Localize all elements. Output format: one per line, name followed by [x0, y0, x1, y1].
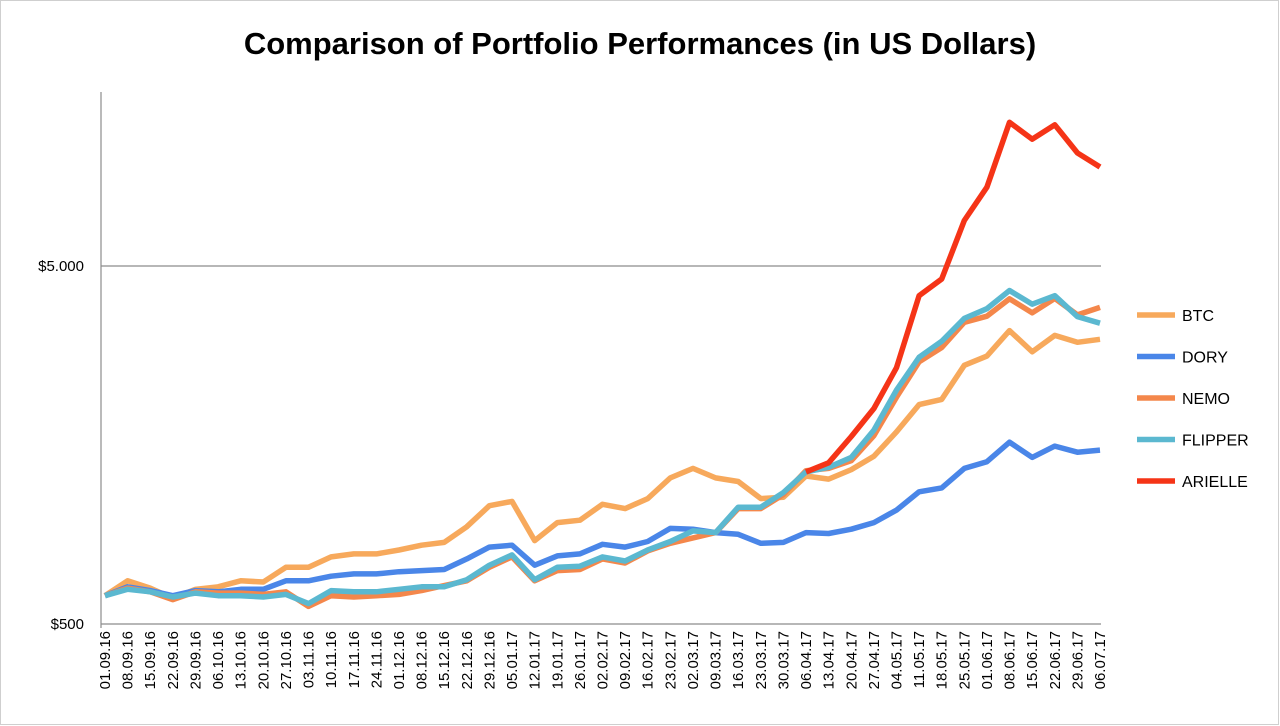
x-tick-label: 19.01.17 [549, 631, 566, 689]
x-tick-label: 22.06.17 [1047, 631, 1064, 689]
x-tick-label: 20.10.16 [255, 631, 272, 689]
x-tick-label: 01.12.16 [391, 631, 408, 689]
legend-label-nemo: NEMO [1182, 391, 1230, 408]
x-tick-label: 30.03.17 [775, 631, 792, 689]
y-tick-label: $5.000 [38, 258, 84, 275]
x-tick-label: 06.10.16 [210, 631, 227, 689]
x-tick-label: 27.10.16 [278, 631, 295, 689]
series-line-flipper [104, 287, 1101, 607]
x-tick-label: 26.01.17 [572, 631, 589, 689]
series-line-nemo [104, 295, 1101, 610]
legend-label-dory: DORY [1182, 350, 1228, 367]
x-tick-label: 08.06.17 [1002, 631, 1019, 689]
x-tick-label: 27.04.17 [866, 631, 883, 689]
x-tick-label: 09.02.17 [617, 631, 634, 689]
x-tick-label: 06.07.17 [1092, 631, 1109, 689]
x-tick-label: 13.04.17 [821, 631, 838, 689]
x-tick-label: 01.09.16 [97, 631, 114, 689]
x-tick-label: 04.05.17 [888, 631, 905, 689]
x-tick-label: 09.03.17 [708, 631, 725, 689]
x-tick-label: 15.12.16 [436, 631, 453, 689]
x-tick-label: 03.11.16 [301, 631, 318, 688]
x-tick-label: 08.09.16 [120, 631, 137, 689]
legend-label-btc: BTC [1182, 308, 1214, 325]
x-tick-label: 16.03.17 [730, 631, 747, 689]
x-tick-label: 29.09.16 [187, 631, 204, 689]
chart-title: Comparison of Portfolio Performances (in… [243, 26, 1037, 61]
x-tick-label: 02.02.17 [595, 631, 612, 689]
x-tick-label: 11.05.17 [911, 631, 928, 688]
x-tick-label: 05.01.17 [504, 631, 521, 689]
x-tick-label: 25.05.17 [956, 631, 973, 689]
x-tick-label: 15.09.16 [142, 631, 159, 689]
y-tick-labels: $5.000 $500 [38, 258, 84, 633]
x-tick-label: 22.09.16 [165, 631, 182, 689]
legend-label-arielle: ARIELLE [1182, 474, 1248, 491]
x-tick-label: 18.05.17 [934, 631, 951, 689]
x-tick-label: 06.04.17 [798, 631, 815, 689]
series-line-btc [103, 327, 1101, 602]
x-tick-label: 20.04.17 [843, 631, 860, 689]
x-tick-label: 01.06.17 [979, 631, 996, 689]
x-tick-label: 23.03.17 [753, 631, 770, 689]
x-tick-label: 16.02.17 [640, 631, 657, 689]
gridlines [101, 265, 1101, 625]
x-tick-label: 08.12.16 [414, 631, 431, 689]
legend-label-flipper: FLIPPER [1182, 433, 1249, 450]
x-tick-label: 10.11.16 [323, 631, 340, 688]
y-tick-label: $500 [51, 616, 84, 633]
series-line-dory [103, 439, 1101, 599]
x-tick-label: 02.03.17 [685, 631, 702, 689]
x-tick-label: 22.12.16 [459, 631, 476, 689]
x-tick-label: 13.10.16 [233, 631, 250, 689]
x-tick-labels: 01.09.16 08.09.16 15.09.16 22.09.16 29.09.16… [97, 631, 1109, 689]
series-lines [103, 119, 1102, 610]
x-tick-label: 12.01.17 [527, 631, 544, 689]
x-tick-label: 23.02.17 [662, 631, 679, 689]
x-tick-label: 17.11.16 [346, 631, 363, 688]
x-tick-label: 29.12.16 [481, 631, 498, 689]
legend: BTC DORY NEMO FLIPPER ARIELLE [1137, 308, 1249, 491]
x-tick-label: 24.11.16 [368, 631, 385, 688]
x-tick-label: 29.06.17 [1069, 631, 1086, 689]
series-line-arielle [804, 119, 1102, 475]
x-tick-label: 15.06.17 [1024, 631, 1041, 689]
